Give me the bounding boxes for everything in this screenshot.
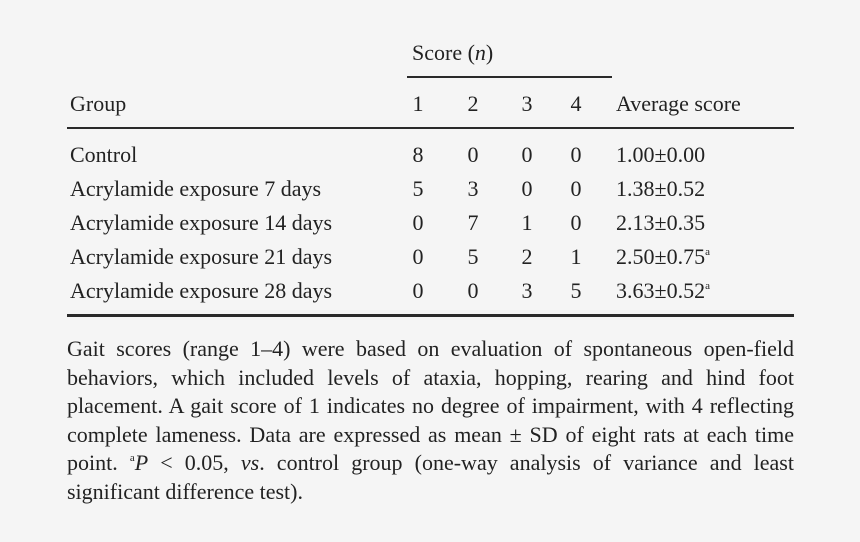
header-score-1: 1 (412, 91, 424, 116)
row-score-3: 1 (521, 210, 533, 235)
row-average: 1.00±0.00 (616, 142, 706, 167)
row-score-3: 0 (521, 176, 533, 201)
header-score-3: 3 (521, 91, 533, 116)
row-average: 1.38±0.52 (616, 176, 706, 201)
row-score-4: 0 (570, 210, 582, 235)
header-score-2: 2 (467, 91, 479, 116)
header-rule (67, 127, 794, 129)
row-group-label: Acrylamide exposure 21 days (70, 244, 333, 269)
row-score-1: 0 (412, 244, 424, 269)
row-score-2: 3 (467, 176, 479, 201)
score-spanner-header: Score (n) (412, 40, 494, 65)
row-score-3: 2 (521, 244, 533, 269)
row-average: 2.50±0.75a (616, 244, 710, 269)
row-average: 2.13±0.35 (616, 210, 706, 235)
row-group-label: Acrylamide exposure 14 days (70, 210, 333, 235)
header-score-4: 4 (570, 91, 582, 116)
row-group-label: Acrylamide exposure 7 days (70, 176, 322, 201)
bottom-rule (67, 314, 794, 317)
row-score-2: 5 (467, 244, 479, 269)
row-score-2: 0 (467, 278, 479, 303)
row-score-4: 0 (570, 142, 582, 167)
gait-score-table: Score (n) Group 1 2 3 4 Average score Co… (67, 0, 794, 320)
row-score-1: 0 (412, 210, 424, 235)
header-group: Group (70, 91, 127, 116)
row-score-3: 3 (521, 278, 533, 303)
row-score-3: 0 (521, 142, 533, 167)
row-group-label: Control (70, 142, 138, 167)
spanner-rule (407, 76, 612, 78)
row-score-1: 5 (412, 176, 424, 201)
row-score-1: 8 (412, 142, 424, 167)
row-group-label: Acrylamide exposure 28 days (70, 278, 333, 303)
row-score-2: 7 (467, 210, 479, 235)
row-score-2: 0 (467, 142, 479, 167)
row-score-4: 5 (570, 278, 582, 303)
row-score-4: 1 (570, 244, 582, 269)
row-average: 3.63±0.52a (616, 278, 710, 303)
header-average-score: Average score (616, 91, 741, 116)
row-score-1: 0 (412, 278, 424, 303)
table-footnote: Gait scores (range 1–4) were based on ev… (67, 336, 794, 504)
row-score-4: 0 (570, 176, 582, 201)
